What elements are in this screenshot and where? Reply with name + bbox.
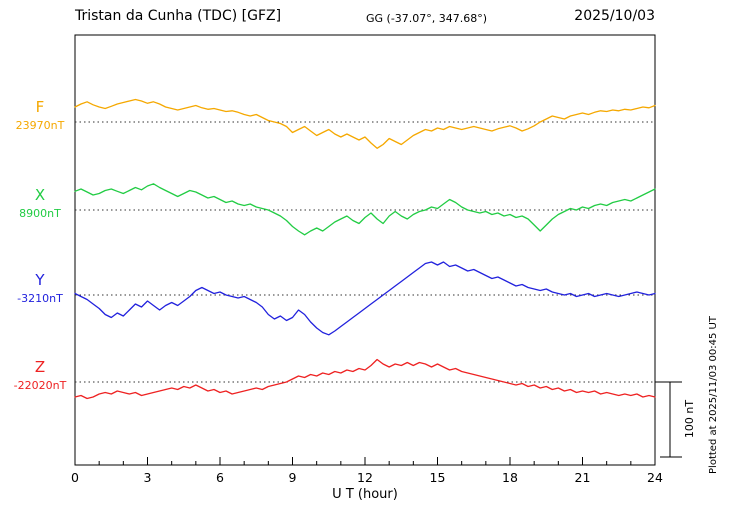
- series-letter-z: Z: [34, 358, 46, 376]
- x-axis-label: U T (hour): [332, 487, 398, 502]
- series-label-f: F 23970nT: [8, 98, 72, 132]
- x-tick-label: 24: [647, 470, 663, 485]
- series-baseline-y: -3210nT: [17, 292, 63, 305]
- series-baseline-z: -22020nT: [13, 379, 67, 392]
- trace-f: [74, 98, 656, 149]
- x-tick-label: 21: [575, 470, 591, 485]
- station-title: Tristan da Cunha (TDC) [GFZ]: [75, 8, 282, 24]
- x-tick-label: 18: [502, 470, 518, 485]
- plotted-at-note: Plotted at 2025/11/03 00:45 UT: [708, 316, 719, 474]
- scale-bar-label: 100 nT: [683, 399, 696, 439]
- trace-z: [74, 358, 656, 400]
- x-tick-label: 12: [357, 470, 373, 485]
- trace-x: [74, 183, 656, 236]
- series-letter-f: F: [35, 98, 45, 116]
- x-tick-label: 15: [430, 470, 446, 485]
- geographic-coordinates: GG (-37.07°, 347.68°): [366, 12, 488, 25]
- series-baseline-x: 8900nT: [19, 207, 61, 220]
- x-tick-label: 6: [216, 470, 224, 485]
- series-label-x: X 8900nT: [8, 186, 72, 220]
- series-baseline-f: 23970nT: [15, 119, 65, 132]
- series-label-z: Z -22020nT: [8, 358, 72, 392]
- x-tick-label: 9: [289, 470, 297, 485]
- series-letter-x: X: [34, 186, 46, 204]
- series-letter-y: Y: [35, 271, 45, 289]
- series-label-y: Y -3210nT: [8, 271, 72, 305]
- x-tick-label: 0: [71, 470, 79, 485]
- trace-y: [74, 261, 656, 336]
- plot-date: 2025/10/03: [574, 8, 655, 24]
- plot-frame: [74, 34, 656, 466]
- x-tick-label: 3: [144, 470, 152, 485]
